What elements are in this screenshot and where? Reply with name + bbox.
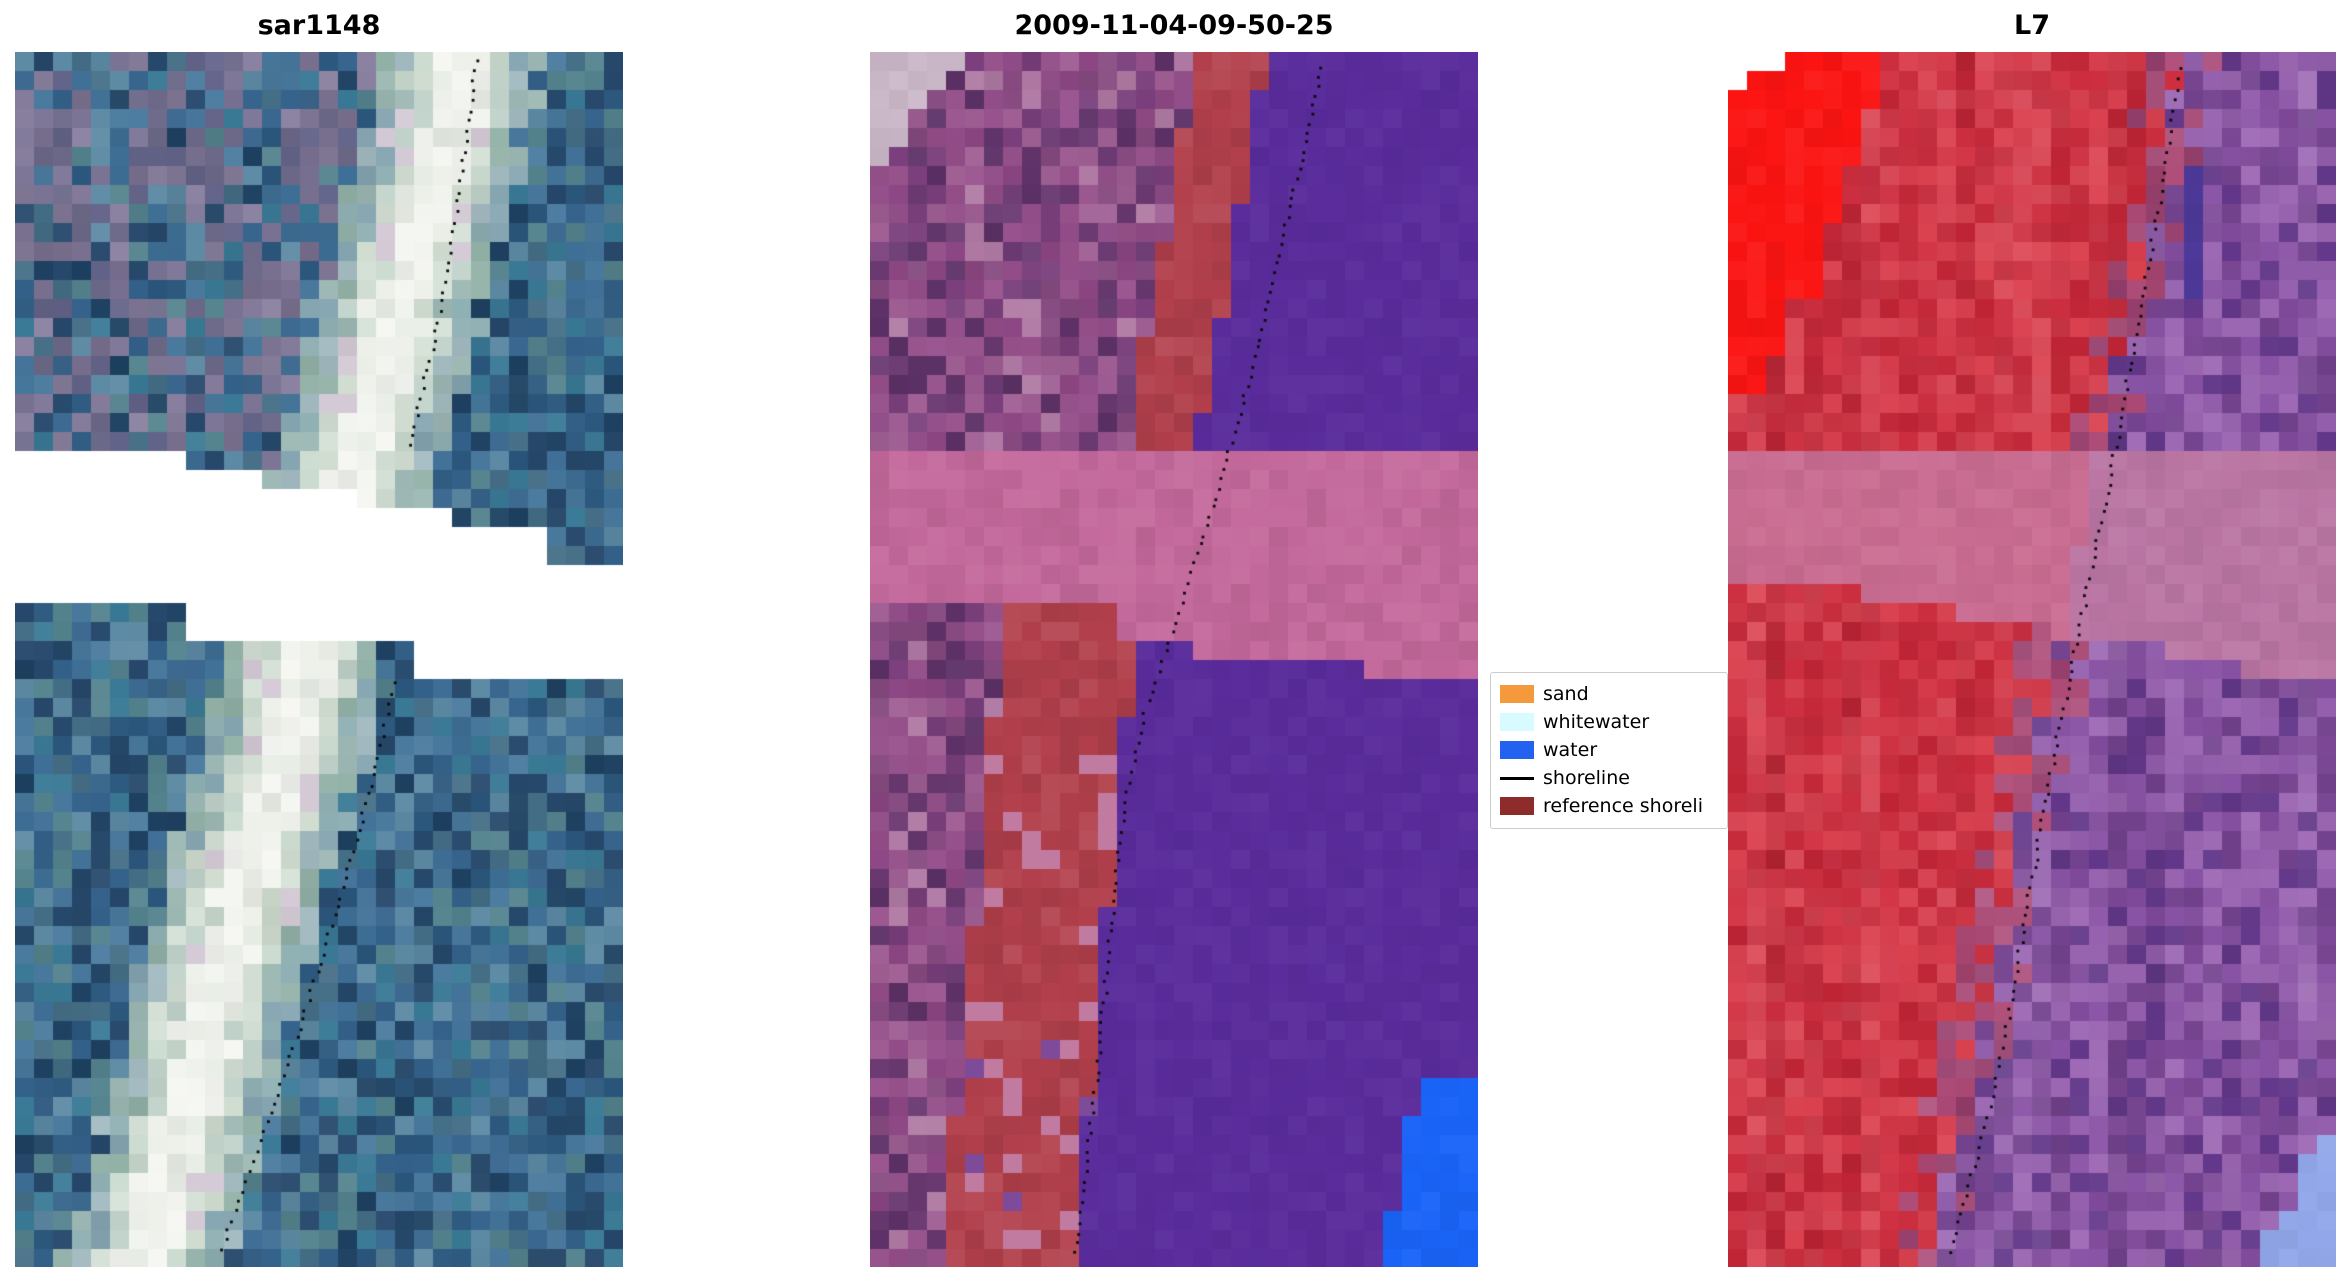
legend-label: reference shoreli	[1543, 795, 1703, 817]
panel-title-l7: L7	[2014, 10, 2050, 41]
sar-image	[15, 52, 623, 1267]
legend-color-swatch	[1500, 713, 1534, 731]
legend-color-swatch	[1500, 797, 1534, 815]
classified-image	[870, 52, 1478, 1267]
legend-color-swatch	[1500, 741, 1534, 759]
legend-item-reference-shoreli: reference shoreli	[1500, 792, 1718, 820]
panel-title-date: 2009-11-04-09-50-25	[1014, 10, 1334, 41]
panel-title-sar: sar1148	[257, 10, 381, 41]
legend-color-swatch	[1500, 685, 1534, 703]
legend-label: whitewater	[1543, 711, 1650, 733]
legend-item-whitewater: whitewater	[1500, 708, 1718, 736]
legend-label: water	[1543, 739, 1598, 761]
panel-classified	[870, 52, 1478, 1267]
legend-item-sand: sand	[1500, 680, 1718, 708]
panel-l7	[1728, 52, 2336, 1267]
legend-label: sand	[1543, 683, 1589, 705]
legend-label: shoreline	[1543, 767, 1630, 789]
legend: sand whitewater water shoreline reference sh…	[1490, 672, 1728, 829]
legend-item-water: water	[1500, 736, 1718, 764]
legend-item-shoreline: shoreline	[1500, 764, 1718, 792]
l7-image	[1728, 52, 2336, 1267]
panel-sar	[15, 52, 623, 1267]
legend-line-swatch	[1500, 769, 1534, 787]
